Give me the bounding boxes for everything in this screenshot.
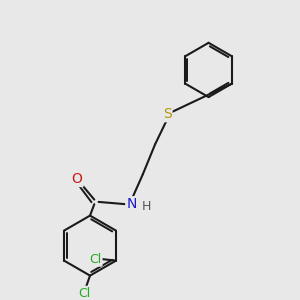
Text: S: S: [163, 107, 172, 121]
Text: Cl: Cl: [89, 253, 101, 266]
Text: O: O: [72, 172, 83, 186]
Text: N: N: [126, 197, 136, 211]
Text: Cl: Cl: [79, 287, 91, 300]
Text: H: H: [142, 200, 151, 213]
